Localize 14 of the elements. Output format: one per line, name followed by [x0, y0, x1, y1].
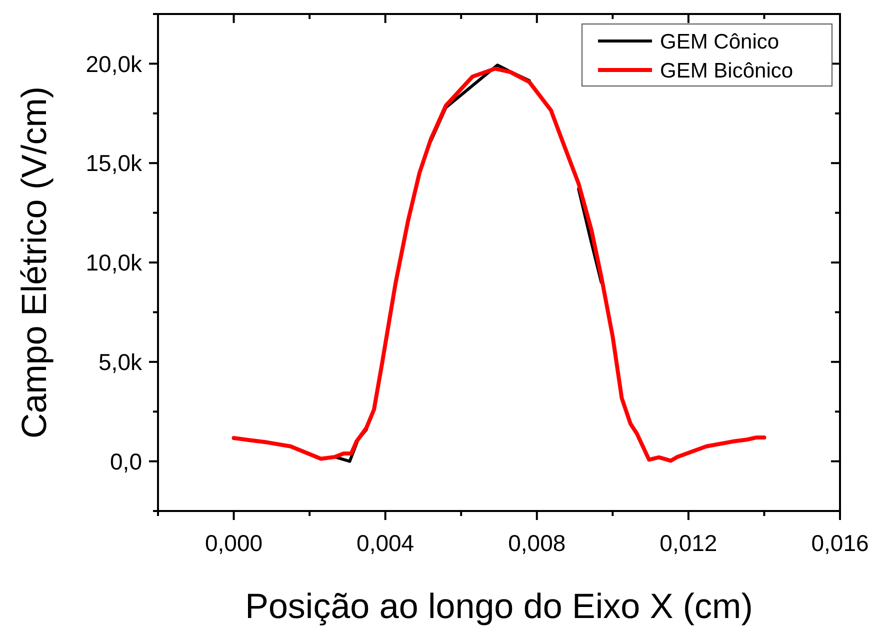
x-tick-label: 0,008 — [508, 530, 566, 556]
x-tick-label: 0,004 — [356, 530, 414, 556]
y-tick-label: 15,0k — [86, 150, 142, 176]
y-axis-title: Campo Elétrico (V/cm) — [15, 86, 54, 439]
x-tick-label: 0,000 — [204, 530, 263, 556]
legend-label: GEM Cônico — [660, 30, 780, 54]
x-tick-label: 0,016 — [811, 530, 869, 556]
y-tick-label: 20,0k — [86, 50, 142, 77]
x-tick-label: 0,012 — [660, 530, 718, 556]
y-tick-label: 5,0k — [98, 348, 142, 375]
legend-label: GEM Bicônico — [660, 59, 794, 82]
y-tick-label: 0,0 — [110, 448, 142, 474]
y-tick-label: 10,0k — [86, 250, 142, 276]
x-axis-title: Posição ao longo do Eixo X (cm) — [245, 587, 753, 626]
